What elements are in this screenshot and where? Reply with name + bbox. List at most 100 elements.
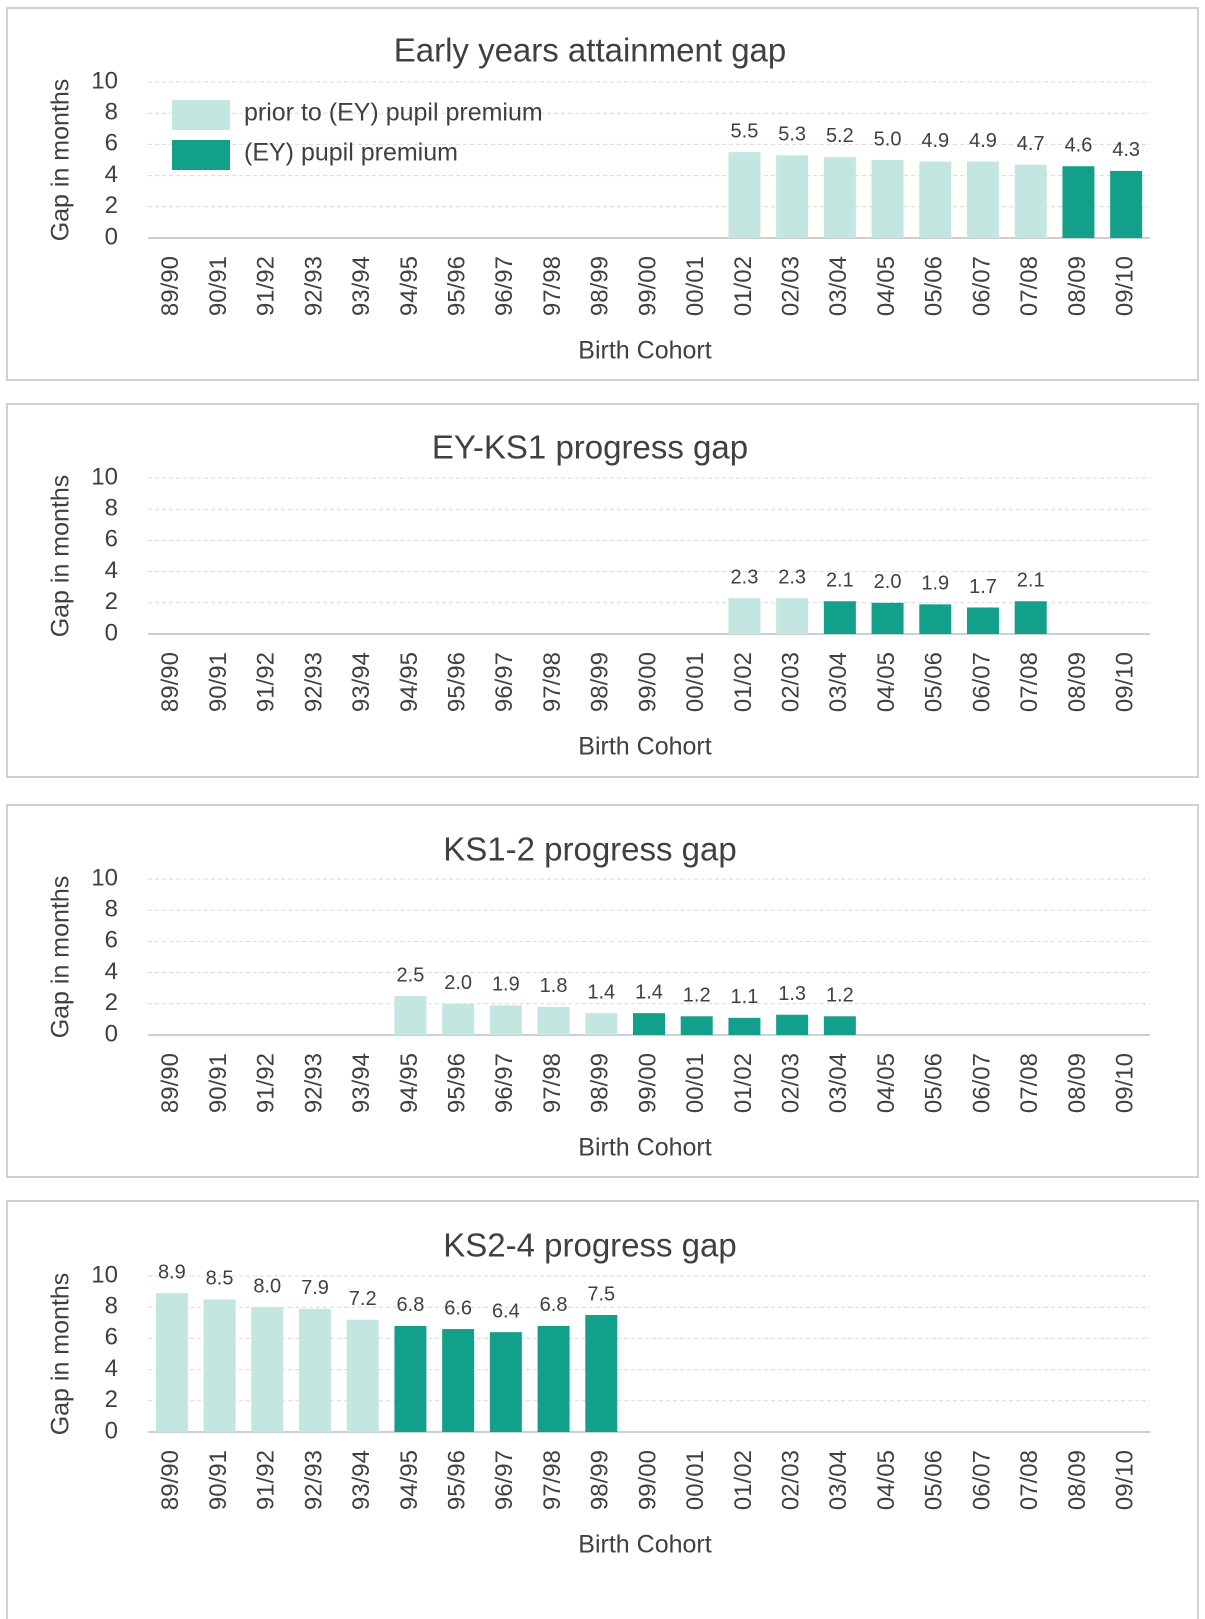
legend-swatch [172, 140, 230, 170]
data-label: 7.5 [587, 1283, 615, 1305]
x-tick-label: 92/93 [300, 256, 327, 316]
data-label: 6.8 [540, 1294, 568, 1316]
x-tick-label: 95/96 [443, 1450, 470, 1510]
x-tick-label: 90/91 [205, 256, 232, 316]
bar [871, 160, 904, 238]
bar [823, 1016, 856, 1035]
x-tick-label: 07/08 [1016, 256, 1043, 316]
y-tick-label: 6 [105, 1324, 118, 1351]
x-tick-label: 89/90 [157, 1450, 184, 1510]
x-tick-label: 96/97 [491, 652, 518, 712]
panel [6, 7, 1199, 381]
bar [776, 155, 809, 238]
data-label: 1.9 [492, 974, 520, 996]
x-tick-label: 03/04 [825, 652, 852, 712]
data-label: 8.9 [158, 1261, 186, 1283]
x-tick-label: 04/05 [873, 256, 900, 316]
bar [823, 156, 856, 238]
x-tick-label: 09/10 [1111, 652, 1138, 712]
data-label: 2.0 [444, 972, 472, 994]
x-tick-label: 01/02 [730, 256, 757, 316]
x-tick-label: 09/10 [1111, 256, 1138, 316]
y-axis-label: Gap in months [47, 475, 75, 638]
y-tick-label: 4 [105, 958, 118, 985]
data-label: 1.9 [921, 573, 949, 595]
data-label: 5.3 [778, 124, 806, 146]
bar [776, 1014, 809, 1035]
y-tick-label: 6 [105, 130, 118, 157]
y-axis-label: Gap in months [47, 79, 75, 242]
x-tick-label: 90/91 [205, 1053, 232, 1113]
x-tick-label: 93/94 [348, 256, 375, 316]
data-label: 1.8 [540, 975, 568, 997]
x-tick-label: 07/08 [1016, 1053, 1043, 1113]
x-tick-label: 94/95 [396, 652, 423, 712]
x-tick-label: 89/90 [157, 652, 184, 712]
data-label: 1.2 [683, 985, 711, 1007]
x-tick-label: 97/98 [539, 1053, 566, 1113]
x-tick-label: 91/92 [253, 1053, 280, 1113]
x-tick-label: 95/96 [443, 652, 470, 712]
x-tick-label: 08/09 [1064, 652, 1091, 712]
x-tick-label: 97/98 [539, 652, 566, 712]
x-tick-label: 07/08 [1016, 652, 1043, 712]
bar [823, 601, 856, 634]
y-tick-label: 2 [105, 588, 118, 615]
bar [967, 161, 999, 238]
data-label: 2.3 [778, 566, 806, 588]
x-tick-label: 99/00 [634, 256, 661, 316]
y-tick-label: 0 [105, 619, 118, 646]
x-tick-label: 98/99 [587, 652, 614, 712]
data-label: 7.9 [301, 1277, 329, 1299]
x-tick-label: 00/01 [682, 1450, 709, 1510]
y-tick-label: 2 [105, 1386, 118, 1413]
bar [585, 1315, 618, 1432]
bar [155, 1293, 188, 1432]
x-tick-label: 96/97 [491, 1053, 518, 1113]
y-axis-label: Gap in months [47, 1273, 75, 1436]
bar [537, 1325, 570, 1432]
x-tick-label: 94/95 [396, 1450, 423, 1510]
data-label: 7.2 [349, 1288, 377, 1310]
x-tick-label: 98/99 [587, 1450, 614, 1510]
x-tick-label: 02/03 [777, 1053, 804, 1113]
data-label: 6.8 [397, 1294, 425, 1316]
x-tick-label: 06/07 [968, 256, 995, 316]
y-tick-label: 4 [105, 1355, 118, 1382]
data-label: 1.2 [826, 985, 854, 1007]
bar [919, 604, 952, 634]
bar [489, 1005, 522, 1035]
x-tick-label: 91/92 [253, 256, 280, 316]
x-tick-label: 93/94 [348, 652, 375, 712]
panel [6, 403, 1199, 778]
x-tick-label: 95/96 [443, 1053, 470, 1113]
x-axis-label: Birth Cohort [578, 1531, 711, 1559]
x-tick-label: 00/01 [682, 652, 709, 712]
y-tick-label: 8 [105, 495, 118, 522]
x-tick-label: 03/04 [825, 1450, 852, 1510]
x-tick-label: 94/95 [396, 1053, 423, 1113]
x-tick-label: 97/98 [539, 256, 566, 316]
x-tick-label: 01/02 [730, 1450, 757, 1510]
x-tick-label: 99/00 [634, 652, 661, 712]
y-tick-label: 6 [105, 526, 118, 553]
y-tick-label: 0 [105, 1020, 118, 1047]
x-tick-label: 97/98 [539, 1450, 566, 1510]
x-tick-label: 09/10 [1111, 1053, 1138, 1113]
x-tick-label: 09/10 [1111, 1450, 1138, 1510]
x-tick-label: 92/93 [300, 1053, 327, 1113]
bar [776, 598, 809, 634]
bar [1110, 170, 1143, 238]
bar [489, 1332, 522, 1432]
x-tick-label: 89/90 [157, 256, 184, 316]
y-tick-label: 10 [91, 67, 118, 94]
x-axis-label: Birth Cohort [578, 1134, 711, 1162]
y-tick-label: 8 [105, 896, 118, 923]
y-tick-label: 2 [105, 989, 118, 1016]
x-tick-label: 95/96 [443, 256, 470, 316]
x-tick-label: 02/03 [777, 256, 804, 316]
data-label: 6.4 [492, 1300, 520, 1322]
bar [919, 161, 952, 238]
